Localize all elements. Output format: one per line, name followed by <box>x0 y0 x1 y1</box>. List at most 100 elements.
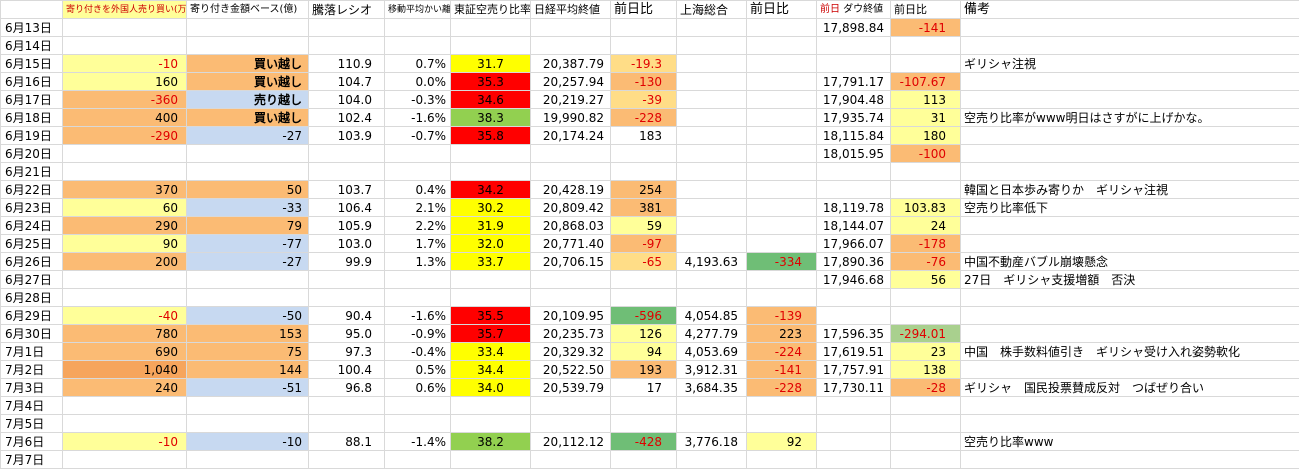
row-header-date[interactable]: 6月24日 <box>0 216 63 235</box>
cell-note[interactable] <box>960 288 1299 307</box>
cell-shanghai[interactable] <box>676 144 747 163</box>
cell-short[interactable] <box>450 18 531 37</box>
cell-short[interactable]: 35.7 <box>450 324 531 343</box>
cell-short[interactable]: 30.2 <box>450 198 531 217</box>
cell-ratio[interactable]: 96.8 <box>308 378 385 397</box>
cell-dow_chg[interactable] <box>890 54 961 73</box>
cell-amount[interactable] <box>186 414 309 433</box>
cell-shanghai_chg[interactable] <box>746 162 817 181</box>
cell-dow[interactable] <box>816 288 891 307</box>
row-header-date[interactable]: 6月22日 <box>0 180 63 199</box>
cell-dow_chg[interactable]: 23 <box>890 342 961 361</box>
cell-nikkei_chg[interactable]: 17 <box>610 378 677 397</box>
cell-ratio[interactable]: 103.7 <box>308 180 385 199</box>
cell-shanghai[interactable] <box>676 108 747 127</box>
col-header-shanghai_chg[interactable]: 前日比 <box>746 0 817 19</box>
col-header-ratio[interactable]: 騰落レシオ <box>308 0 385 19</box>
cell-shanghai_chg[interactable] <box>746 54 817 73</box>
cell-short[interactable]: 33.7 <box>450 252 531 271</box>
cell-dow_chg[interactable]: -141 <box>890 18 961 37</box>
cell-nikkei[interactable] <box>530 288 611 307</box>
cell-dow_chg[interactable] <box>890 288 961 307</box>
cell-note[interactable] <box>960 450 1299 469</box>
cell-nikkei_chg[interactable]: -39 <box>610 90 677 109</box>
cell-short[interactable]: 34.2 <box>450 180 531 199</box>
cell-shanghai[interactable] <box>676 216 747 235</box>
cell-ma[interactable] <box>384 414 451 433</box>
cell-shanghai_chg[interactable] <box>746 270 817 289</box>
cell-nikkei[interactable]: 20,522.50 <box>530 360 611 379</box>
cell-nikkei[interactable] <box>530 270 611 289</box>
cell-foreign[interactable] <box>62 396 187 415</box>
cell-amount[interactable] <box>186 162 309 181</box>
cell-dow_chg[interactable] <box>890 414 961 433</box>
cell-ma[interactable]: -1.4% <box>384 432 451 451</box>
cell-shanghai[interactable]: 3,684.35 <box>676 378 747 397</box>
cell-shanghai[interactable]: 4,193.63 <box>676 252 747 271</box>
col-header-nikkei[interactable]: 日経平均終値 <box>530 0 611 19</box>
cell-foreign[interactable]: -10 <box>62 432 187 451</box>
cell-amount[interactable]: -33 <box>186 198 309 217</box>
cell-dow_chg[interactable]: 113 <box>890 90 961 109</box>
cell-dow_chg[interactable]: 31 <box>890 108 961 127</box>
cell-short[interactable] <box>450 414 531 433</box>
cell-shanghai[interactable] <box>676 72 747 91</box>
row-header-date[interactable]: 6月23日 <box>0 198 63 217</box>
cell-note[interactable] <box>960 144 1299 163</box>
cell-nikkei[interactable]: 20,868.03 <box>530 216 611 235</box>
cell-ratio[interactable] <box>308 144 385 163</box>
cell-note[interactable]: 27日 ギリシャ支援増額 否決 <box>960 270 1299 289</box>
cell-ratio[interactable]: 102.4 <box>308 108 385 127</box>
cell-shanghai_chg[interactable] <box>746 450 817 469</box>
cell-dow[interactable]: 17,946.68 <box>816 270 891 289</box>
cell-shanghai[interactable] <box>676 36 747 55</box>
cell-note[interactable] <box>960 306 1299 325</box>
cell-short[interactable]: 35.3 <box>450 72 531 91</box>
cell-dow[interactable]: 17,730.11 <box>816 378 891 397</box>
cell-nikkei[interactable] <box>530 450 611 469</box>
cell-note[interactable]: 空売り比率www <box>960 432 1299 451</box>
cell-shanghai_chg[interactable]: -141 <box>746 360 817 379</box>
cell-dow_chg[interactable] <box>890 306 961 325</box>
cell-nikkei_chg[interactable] <box>610 162 677 181</box>
cell-note[interactable]: ギリシャ注視 <box>960 54 1299 73</box>
cell-foreign[interactable]: 160 <box>62 72 187 91</box>
cell-ratio[interactable]: 100.4 <box>308 360 385 379</box>
cell-shanghai[interactable]: 4,053.69 <box>676 342 747 361</box>
cell-amount[interactable] <box>186 144 309 163</box>
row-header-date[interactable]: 6月18日 <box>0 108 63 127</box>
cell-foreign[interactable] <box>62 144 187 163</box>
cell-note[interactable] <box>960 360 1299 379</box>
cell-short[interactable] <box>450 162 531 181</box>
cell-nikkei[interactable]: 20,219.27 <box>530 90 611 109</box>
cell-nikkei_chg[interactable]: -65 <box>610 252 677 271</box>
cell-shanghai_chg[interactable] <box>746 216 817 235</box>
cell-nikkei[interactable] <box>530 162 611 181</box>
cell-short[interactable] <box>450 396 531 415</box>
cell-note[interactable]: 中国 株手数料値引き ギリシャ受け入れ姿勢軟化 <box>960 342 1299 361</box>
cell-nikkei_chg[interactable]: -596 <box>610 306 677 325</box>
cell-foreign[interactable] <box>62 450 187 469</box>
cell-amount[interactable]: 153 <box>186 324 309 343</box>
col-header-foreign[interactable]: 寄り付きを外国人売り買い(万株) <box>62 0 187 19</box>
cell-short[interactable]: 31.7 <box>450 54 531 73</box>
cell-ratio[interactable]: 97.3 <box>308 342 385 361</box>
cell-ma[interactable] <box>384 36 451 55</box>
cell-shanghai[interactable] <box>676 180 747 199</box>
cell-amount[interactable]: -27 <box>186 126 309 145</box>
cell-shanghai[interactable] <box>676 90 747 109</box>
cell-foreign[interactable]: 90 <box>62 234 187 253</box>
cell-dow_chg[interactable]: -178 <box>890 234 961 253</box>
row-header-date[interactable]: 6月20日 <box>0 144 63 163</box>
cell-dow_chg[interactable]: 103.83 <box>890 198 961 217</box>
cell-ratio[interactable]: 110.9 <box>308 54 385 73</box>
cell-nikkei[interactable] <box>530 144 611 163</box>
cell-foreign[interactable]: 780 <box>62 324 187 343</box>
cell-dow_chg[interactable]: -294.01 <box>890 324 961 343</box>
cell-shanghai_chg[interactable]: -224 <box>746 342 817 361</box>
cell-nikkei[interactable] <box>530 414 611 433</box>
cell-dow[interactable] <box>816 180 891 199</box>
cell-dow[interactable]: 17,935.74 <box>816 108 891 127</box>
cell-dow[interactable]: 17,757.91 <box>816 360 891 379</box>
cell-dow[interactable] <box>816 432 891 451</box>
